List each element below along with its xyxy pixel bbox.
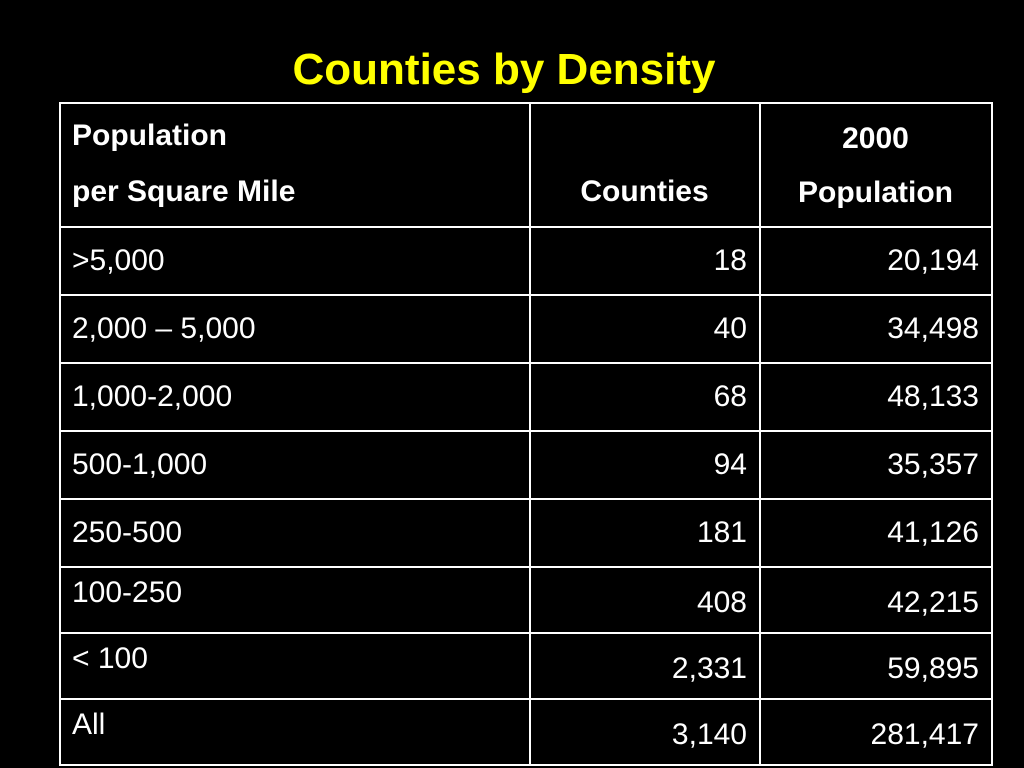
header-row: Population per Square Mile Counties 2000…	[59, 102, 993, 228]
counties-cell: 2,331	[529, 632, 761, 700]
table-row: 500-1,000 94 35,357	[59, 430, 993, 500]
population-cell: 42,215	[759, 566, 993, 634]
header-population-per-square-mile: Population per Square Mile	[59, 102, 531, 228]
counties-cell: 18	[529, 226, 761, 296]
counties-cell: 94	[529, 430, 761, 500]
population-cell: 59,895	[759, 632, 993, 700]
population-cell: 48,133	[759, 362, 993, 432]
density-table: Population per Square Mile Counties 2000…	[59, 102, 993, 766]
counties-cell: 40	[529, 294, 761, 364]
table-row: All 3,140 281,417	[59, 698, 993, 766]
table-row: 1,000-2,000 68 48,133	[59, 362, 993, 432]
population-cell: 281,417	[759, 698, 993, 766]
table-row: >5,000 18 20,194	[59, 226, 993, 296]
header-population-line2: Population	[798, 176, 953, 209]
density-cell: 2,000 – 5,000	[59, 294, 531, 364]
table-row: 100-250 408 42,215	[59, 566, 993, 634]
density-cell: 500-1,000	[59, 430, 531, 500]
table-row: 2,000 – 5,000 40 34,498	[59, 294, 993, 364]
population-cell: 34,498	[759, 294, 993, 364]
header-counties: Counties	[529, 102, 761, 228]
counties-cell: 68	[529, 362, 761, 432]
counties-cell: 408	[529, 566, 761, 634]
header-density-line1: Population	[72, 119, 227, 152]
density-cell: 1,000-2,000	[59, 362, 531, 432]
density-cell: 250-500	[59, 498, 531, 568]
density-cell: < 100	[59, 632, 531, 700]
counties-cell: 181	[529, 498, 761, 568]
density-cell: >5,000	[59, 226, 531, 296]
population-cell: 35,357	[759, 430, 993, 500]
density-cell: 100-250	[59, 566, 531, 634]
table-row: 250-500 181 41,126	[59, 498, 993, 568]
header-2000-population: 2000 Population	[759, 102, 993, 228]
table-row: < 100 2,331 59,895	[59, 632, 993, 700]
density-cell: All	[59, 698, 531, 766]
counties-cell: 3,140	[529, 698, 761, 766]
slide-title: Counties by Density	[292, 45, 716, 94]
population-cell: 20,194	[759, 226, 993, 296]
population-cell: 41,126	[759, 498, 993, 568]
header-population-line1: 2000	[842, 122, 909, 155]
header-density-line2: per Square Mile	[72, 175, 296, 208]
